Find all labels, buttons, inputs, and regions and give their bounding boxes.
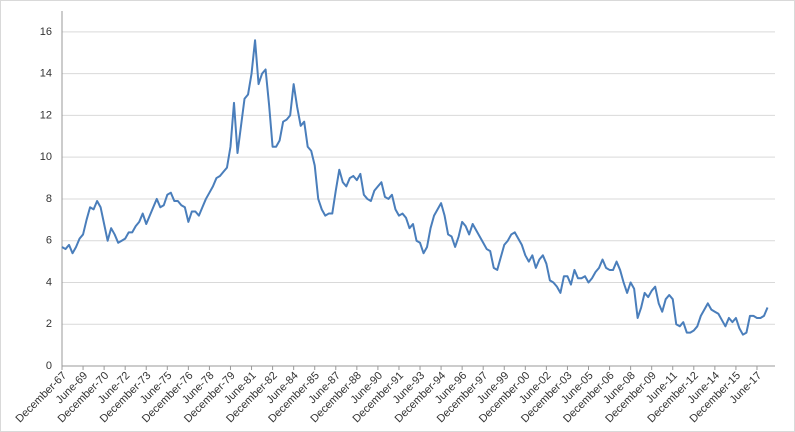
y-tick-label: 0: [46, 360, 52, 372]
data-line: [61, 39, 769, 336]
y-tick-label: 14: [40, 68, 52, 80]
y-tick-label: 8: [46, 193, 52, 205]
y-tick-label: 10: [40, 151, 52, 163]
y-tick-label: 4: [46, 276, 52, 288]
y-tick-label: 16: [40, 26, 52, 38]
y-tick-label: 12: [40, 109, 52, 121]
y-tick-label: 6: [46, 235, 52, 247]
y-tick-label: 2: [46, 318, 52, 330]
